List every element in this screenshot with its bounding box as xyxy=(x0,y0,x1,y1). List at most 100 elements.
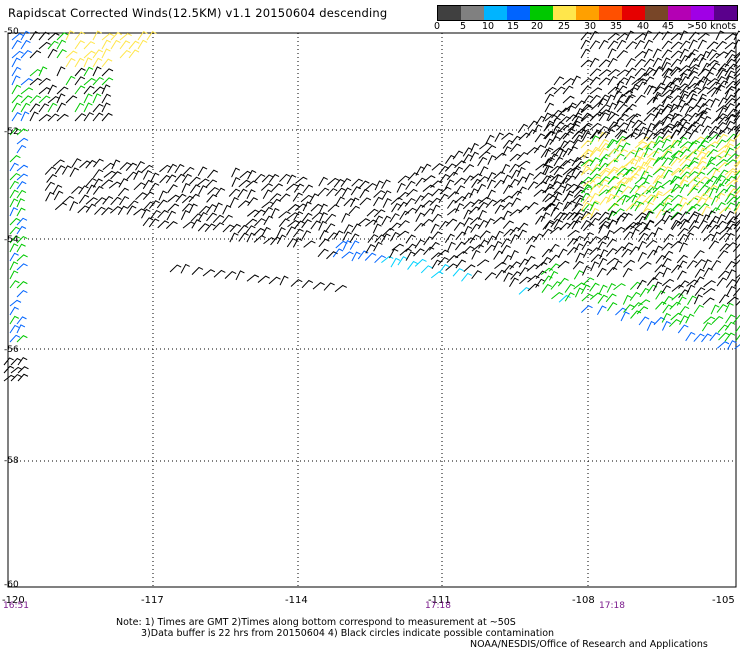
wind-barb xyxy=(670,150,684,158)
wind-barb xyxy=(439,173,450,183)
wind-barb xyxy=(562,183,572,194)
wind-barb xyxy=(469,234,480,244)
wind-barb xyxy=(634,201,645,212)
wind-barb xyxy=(717,341,730,349)
wind-barb xyxy=(580,77,593,86)
wind-barb xyxy=(643,129,653,140)
wind-barb xyxy=(253,209,266,218)
wind-barb xyxy=(260,183,273,191)
wind-barb xyxy=(117,205,128,215)
wind-barb xyxy=(293,211,304,221)
wind-barb xyxy=(686,279,699,287)
wind-barb xyxy=(246,274,260,282)
wind-barb xyxy=(334,187,346,197)
wind-barb xyxy=(444,163,457,172)
wind-barb xyxy=(631,119,643,129)
lon-label: -117 xyxy=(141,595,164,606)
wind-barb xyxy=(342,231,352,241)
wind-barb xyxy=(279,173,291,183)
wind-barb xyxy=(166,210,177,221)
wind-barb xyxy=(669,66,681,75)
wind-barb xyxy=(471,244,484,252)
wind-barb xyxy=(111,159,121,170)
wind-barb xyxy=(607,302,618,312)
wind-barb xyxy=(212,222,225,231)
wind-barb xyxy=(643,194,656,203)
wind-barb xyxy=(478,196,491,205)
wind-barb xyxy=(607,68,620,77)
wind-barb xyxy=(500,238,511,248)
wind-barb xyxy=(224,270,237,279)
wind-barb xyxy=(580,140,593,149)
wind-barb xyxy=(734,325,740,333)
wind-barb xyxy=(83,93,93,104)
wind-barb xyxy=(181,195,194,204)
wind-barb xyxy=(733,186,740,194)
wind-barb xyxy=(685,124,697,133)
wind-barb xyxy=(630,281,642,290)
wind-barb xyxy=(678,72,688,83)
wind-barb xyxy=(612,208,625,217)
wind-barb xyxy=(540,256,552,266)
wind-barb xyxy=(735,125,740,133)
wind-barb xyxy=(279,275,289,286)
wind-barb xyxy=(621,194,631,205)
wind-barb xyxy=(397,201,408,211)
wind-barb xyxy=(102,162,115,171)
wind-barb xyxy=(397,175,410,184)
wind-barb xyxy=(16,281,28,289)
wind-barb xyxy=(544,157,555,167)
wind-barb xyxy=(553,201,564,212)
wind-barb xyxy=(653,281,663,292)
wind-barb xyxy=(724,41,737,50)
lat-lon-grid xyxy=(7,32,737,588)
wind-barb xyxy=(661,257,672,268)
wind-barb xyxy=(518,267,530,277)
wind-barb xyxy=(670,185,683,194)
wind-barb xyxy=(716,133,728,143)
wind-barb xyxy=(580,149,593,158)
wind-barb xyxy=(580,85,592,95)
wind-barb xyxy=(622,169,634,178)
wind-barb xyxy=(562,193,574,203)
wind-barb xyxy=(444,233,455,244)
wind-barb xyxy=(74,113,87,122)
wind-barb xyxy=(198,185,208,195)
wind-barb xyxy=(645,231,657,241)
wind-barb xyxy=(574,243,584,253)
wind-barb xyxy=(286,238,298,248)
wind-barb xyxy=(542,186,555,194)
wind-barb xyxy=(47,84,57,95)
wind-barb xyxy=(660,285,671,295)
wind-barb xyxy=(589,30,600,41)
wind-barb xyxy=(29,68,42,77)
wind-barb xyxy=(606,282,616,293)
wind-barb xyxy=(188,193,200,203)
wind-barb xyxy=(261,174,274,183)
wind-barb xyxy=(562,130,574,140)
lat-label: -58 xyxy=(4,456,19,466)
wind-barb xyxy=(688,184,699,194)
wind-barb xyxy=(253,227,265,236)
wind-barb xyxy=(598,223,608,234)
wind-barb xyxy=(733,142,740,149)
wind-barb xyxy=(724,58,736,68)
wind-barb xyxy=(715,129,726,140)
wind-barb xyxy=(524,172,534,183)
wind-barb xyxy=(575,155,588,163)
wind-barb xyxy=(333,178,345,188)
legend-swatch xyxy=(714,6,737,20)
wind-barb xyxy=(494,230,504,241)
wind-barb xyxy=(621,107,633,116)
wind-barb xyxy=(246,189,256,200)
wind-barb xyxy=(621,186,633,195)
wind-barb xyxy=(423,175,436,183)
wind-speed-legend xyxy=(437,5,738,21)
wind-barb xyxy=(38,95,51,104)
wind-barb xyxy=(9,299,22,307)
wind-barb xyxy=(469,217,482,225)
wind-barb xyxy=(278,193,291,202)
wind-barb xyxy=(319,211,328,222)
wind-barb xyxy=(661,278,675,287)
